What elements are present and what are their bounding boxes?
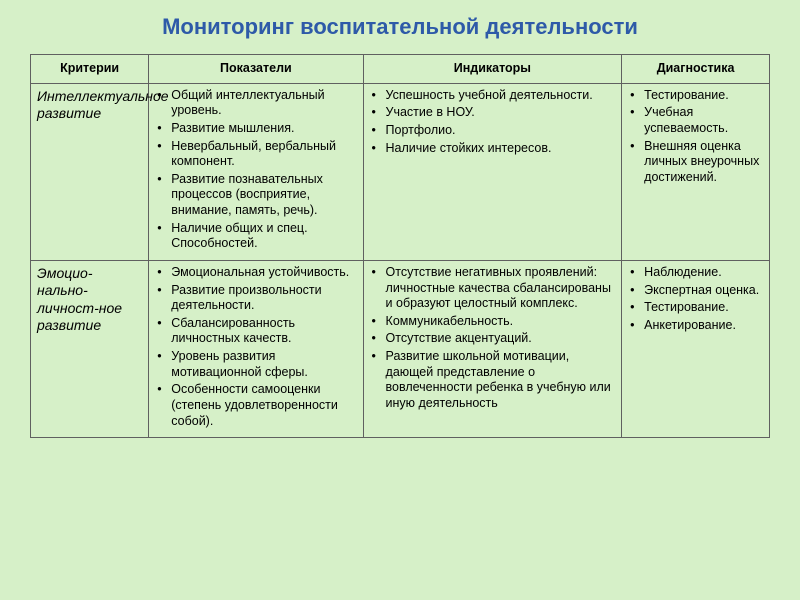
cell-measures: Отсутствие негативных проявлений: личнос…	[363, 260, 622, 437]
measures-list: Успешность учебной деятельности. Участие…	[370, 88, 616, 157]
list-item: Наличие общих и спец. Способностей.	[169, 221, 356, 252]
criteria-text: Эмоцио-нально-личност-ное развитие	[37, 265, 122, 334]
cell-measures: Успешность учебной деятельности. Участие…	[363, 83, 622, 260]
list-item: Тестирование.	[642, 300, 763, 316]
col-header-criteria: Критерии	[31, 55, 149, 84]
col-header-indicators: Показатели	[149, 55, 363, 84]
list-item: Отсутствие акцентуаций.	[384, 331, 616, 347]
list-item: Успешность учебной деятельности.	[384, 88, 616, 104]
list-item: Общий интеллектуальный уровень.	[169, 88, 356, 119]
col-header-measures: Индикаторы	[363, 55, 622, 84]
list-item: Внешняя оценка личных внеурочных достиже…	[642, 139, 763, 186]
list-item: Отсутствие негативных проявлений: личнос…	[384, 265, 616, 312]
monitoring-table: Критерии Показатели Индикаторы Диагности…	[30, 54, 770, 438]
list-item: Развитие школьной мотивации, дающей пред…	[384, 349, 616, 412]
list-item: Анкетирование.	[642, 318, 763, 334]
list-item: Особенности самооценки (степень удовлетв…	[169, 382, 356, 429]
diagnostics-list: Наблюдение. Экспертная оценка. Тестирова…	[628, 265, 763, 334]
list-item: Тестирование.	[642, 88, 763, 104]
table-row: Эмоцио-нально-личност-ное развитие Эмоци…	[31, 260, 770, 437]
measures-list: Отсутствие негативных проявлений: личнос…	[370, 265, 616, 412]
cell-criteria: Интеллектуальное развитие	[31, 83, 149, 260]
list-item: Развитие познавательных процессов (воспр…	[169, 172, 356, 219]
list-item: Участие в НОУ.	[384, 105, 616, 121]
list-item: Экспертная оценка.	[642, 283, 763, 299]
list-item: Развитие произвольности деятельности.	[169, 283, 356, 314]
diagnostics-list: Тестирование. Учебная успеваемость. Внеш…	[628, 88, 763, 186]
list-item: Коммуникабельность.	[384, 314, 616, 330]
indicators-list: Эмоциональная устойчивость. Развитие про…	[155, 265, 356, 429]
slide: Мониторинг воспитательной деятельности К…	[0, 0, 800, 458]
list-item: Портфолио.	[384, 123, 616, 139]
table-header-row: Критерии Показатели Индикаторы Диагности…	[31, 55, 770, 84]
cell-indicators: Общий интеллектуальный уровень. Развитие…	[149, 83, 363, 260]
list-item: Уровень развития мотивационной сферы.	[169, 349, 356, 380]
table-row: Интеллектуальное развитие Общий интеллек…	[31, 83, 770, 260]
cell-diagnostics: Наблюдение. Экспертная оценка. Тестирова…	[622, 260, 770, 437]
list-item: Наблюдение.	[642, 265, 763, 281]
list-item: Учебная успеваемость.	[642, 105, 763, 136]
page-title: Мониторинг воспитательной деятельности	[30, 14, 770, 40]
col-header-diagnostics: Диагностика	[622, 55, 770, 84]
list-item: Наличие стойких интересов.	[384, 141, 616, 157]
cell-indicators: Эмоциональная устойчивость. Развитие про…	[149, 260, 363, 437]
list-item: Эмоциональная устойчивость.	[169, 265, 356, 281]
cell-criteria: Эмоцио-нально-личност-ное развитие	[31, 260, 149, 437]
cell-diagnostics: Тестирование. Учебная успеваемость. Внеш…	[622, 83, 770, 260]
list-item: Сбалансированность личностных качеств.	[169, 316, 356, 347]
table-body: Интеллектуальное развитие Общий интеллек…	[31, 83, 770, 438]
list-item: Развитие мышления.	[169, 121, 356, 137]
indicators-list: Общий интеллектуальный уровень. Развитие…	[155, 88, 356, 252]
list-item: Невербальный, вербальный компонент.	[169, 139, 356, 170]
